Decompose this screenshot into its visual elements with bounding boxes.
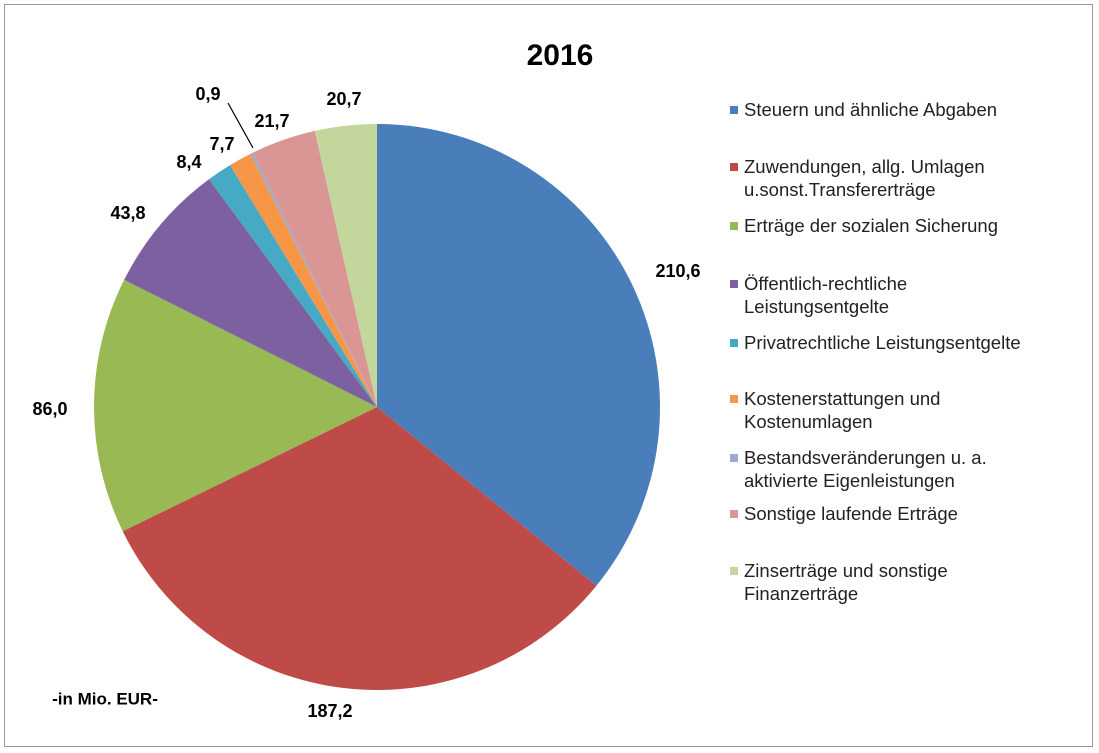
legend-swatch <box>730 163 738 171</box>
legend-item: Öffentlich-rechtliche Leistungsentgelte <box>730 272 907 318</box>
legend-item: Kostenerstattungen und Kostenumlagen <box>730 387 940 433</box>
legend-label: Steuern und ähnliche Abgaben <box>744 99 998 120</box>
legend-label: Sonstige laufende Erträge <box>744 503 958 524</box>
data-label: 187,2 <box>307 701 352 721</box>
pie-slice <box>124 179 377 407</box>
legend-item: Steuern und ähnliche Abgaben <box>730 98 997 121</box>
legend-item: Zinserträge und sonstige Finanzerträge <box>730 559 948 605</box>
data-label: 21,7 <box>254 111 289 131</box>
legend-swatch <box>730 339 738 347</box>
data-label: 7,7 <box>209 134 234 154</box>
legend-label: Zuwendungen, allg. Umlagen u.sonst.Trans… <box>744 156 985 200</box>
data-label: 8,4 <box>176 152 201 172</box>
legend-label: Bestandsveränderungen u. a. aktivierte E… <box>744 447 987 491</box>
legend-label: Privatrechtliche Leistungsentgelte <box>744 332 1021 353</box>
data-label: 210,6 <box>655 261 700 281</box>
pie-slice <box>122 407 597 691</box>
data-label: 0,9 <box>195 84 220 104</box>
legend-swatch <box>730 222 738 230</box>
legend-item: Privatrechtliche Leistungsentgelte <box>730 331 1021 354</box>
pie-slice <box>252 130 377 407</box>
legend-swatch <box>730 567 738 575</box>
data-label: 20,7 <box>326 89 361 109</box>
pie-slice <box>250 152 377 407</box>
pie-slice <box>208 165 377 407</box>
legend-label: Kostenerstattungen und Kostenumlagen <box>744 388 941 432</box>
pie-slice <box>94 279 378 532</box>
pie-slice <box>377 124 661 586</box>
pie-slice <box>314 124 377 407</box>
legend-swatch <box>730 106 738 114</box>
data-label: 43,8 <box>110 203 145 223</box>
legend-label: Öffentlich-rechtliche Leistungsentgelte <box>744 273 908 317</box>
unit-note: -in Mio. EUR- <box>52 689 158 708</box>
pie-slice <box>230 153 377 407</box>
legend-label: Zinserträge und sonstige Finanzerträge <box>744 560 948 604</box>
legend-swatch <box>730 395 738 403</box>
legend-item: Zuwendungen, allg. Umlagen u.sonst.Trans… <box>730 155 985 201</box>
legend-swatch <box>730 454 738 462</box>
legend-item: Sonstige laufende Erträge <box>730 502 958 525</box>
legend-label: Erträge der sozialen Sicherung <box>744 215 999 236</box>
legend-swatch <box>730 280 738 288</box>
legend-swatch <box>730 510 738 518</box>
legend-item: Erträge der sozialen Sicherung <box>730 214 998 237</box>
leader-line <box>227 102 254 149</box>
legend-item: Bestandsveränderungen u. a. aktivierte E… <box>730 446 987 492</box>
data-label: 86,0 <box>32 399 67 419</box>
chart-title: 2016 <box>527 39 594 72</box>
